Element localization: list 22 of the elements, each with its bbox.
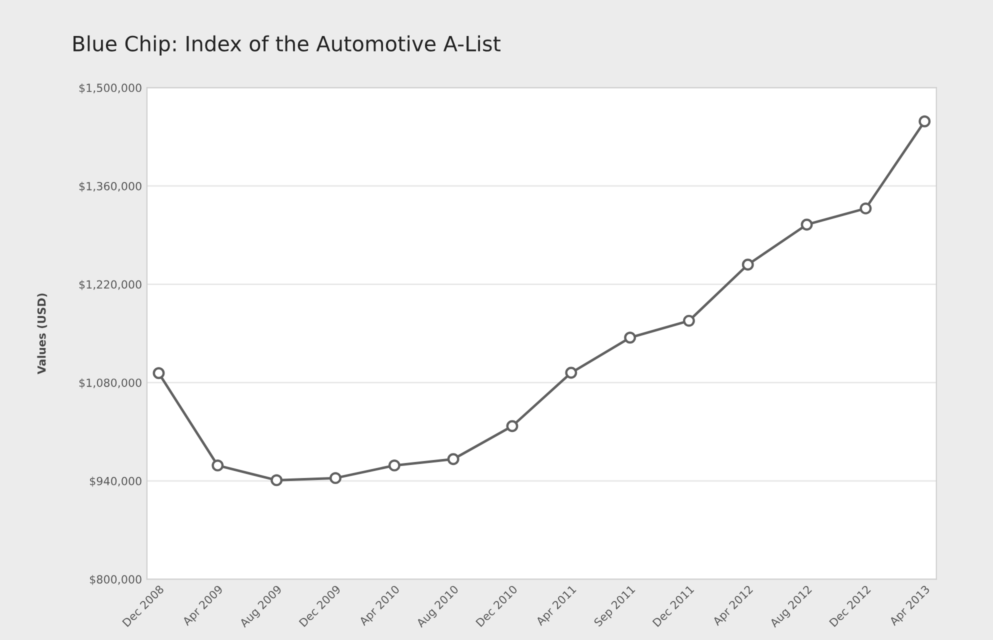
point	[742, 258, 754, 271]
y-tick-label: $1,220,000	[79, 280, 142, 290]
point	[682, 314, 695, 327]
y-tick-label: $800,000	[90, 574, 142, 586]
y-tick-label: $940,000	[90, 476, 142, 487]
y-axis-title: Values (USD)	[37, 294, 48, 374]
point	[330, 472, 342, 484]
chart-title: Blue Chip: Index of the Automotive A-List	[74, 35, 500, 56]
point	[565, 366, 578, 379]
point	[624, 332, 636, 344]
point	[860, 202, 872, 214]
point	[506, 420, 518, 432]
point	[212, 459, 224, 472]
point	[447, 453, 460, 466]
y-tick-label: $1,080,000	[79, 378, 142, 388]
point	[152, 367, 165, 380]
y-tick-label: $1,360,000	[79, 182, 142, 192]
point	[918, 115, 931, 128]
y-tick-label: $1,500,000	[79, 83, 142, 94]
point	[270, 474, 283, 486]
point	[800, 218, 813, 231]
point	[388, 459, 400, 472]
